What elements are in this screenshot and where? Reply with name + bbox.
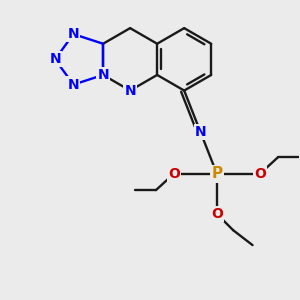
Text: N: N: [124, 84, 136, 98]
Text: N: N: [68, 27, 79, 41]
Text: N: N: [97, 68, 109, 82]
Text: O: O: [211, 207, 223, 221]
Text: O: O: [254, 167, 266, 181]
Text: N: N: [68, 78, 79, 92]
Text: N: N: [97, 68, 109, 82]
Text: O: O: [168, 167, 180, 181]
Text: N: N: [49, 52, 61, 66]
Text: P: P: [211, 166, 222, 181]
Text: N: N: [195, 125, 206, 139]
